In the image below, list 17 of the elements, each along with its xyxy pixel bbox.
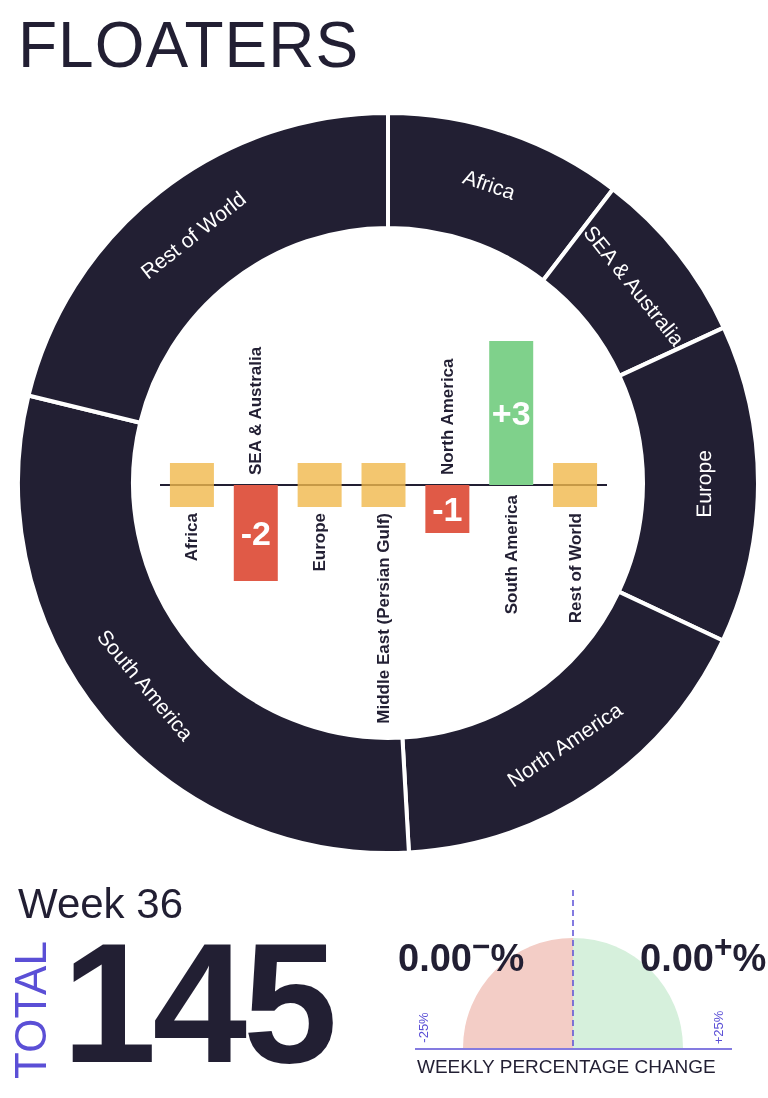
text: +25% xyxy=(711,1010,727,1045)
text: TOTAL xyxy=(5,941,56,1079)
slice-label: Africa xyxy=(460,164,519,204)
data-label: -2 xyxy=(240,514,271,552)
x-tick-label: South America xyxy=(501,494,521,615)
data-label: -1 xyxy=(432,490,463,528)
data-label: +3 xyxy=(491,394,531,432)
text: 0.00$^{+}$% xyxy=(640,928,767,980)
text: 0.00$^{−}$% xyxy=(398,928,525,980)
x-tick-label: Middle East (Persian Gulf) xyxy=(374,513,393,724)
text: -25% xyxy=(415,1012,431,1043)
text: WEEKLY PERCENTAGE CHANGE xyxy=(417,1056,716,1078)
x-tick-label: Africa xyxy=(182,512,202,562)
x-tick-label: Rest of World xyxy=(565,513,585,624)
x-tick-label: Europe xyxy=(310,513,330,572)
slice-label: Europe xyxy=(691,450,716,518)
chart-title: FLOATERS xyxy=(18,8,360,82)
